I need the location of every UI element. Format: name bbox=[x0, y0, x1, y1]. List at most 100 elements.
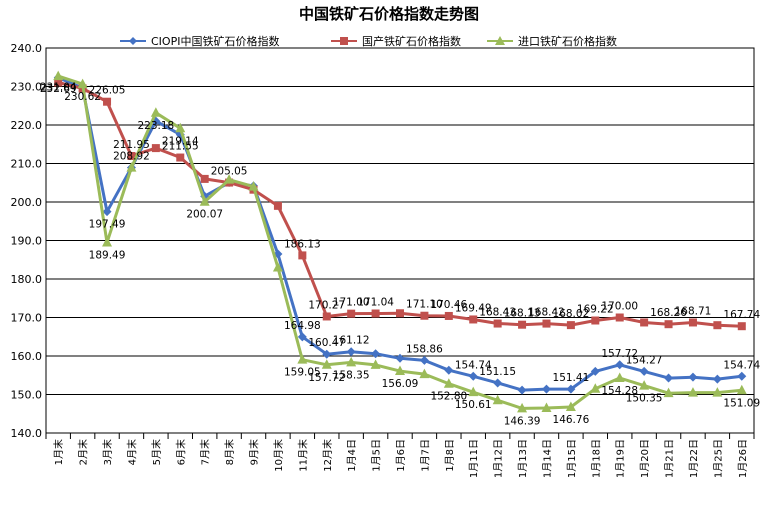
x-tick-label: 12月末 bbox=[321, 439, 334, 472]
data-label: 208.92 bbox=[113, 151, 150, 163]
series-group bbox=[54, 78, 746, 331]
data-label: 154.28 bbox=[601, 385, 638, 397]
data-point bbox=[346, 347, 356, 357]
data-label: 168.42 bbox=[528, 307, 565, 319]
x-tick-label: 1月18日 bbox=[590, 439, 602, 478]
data-point bbox=[443, 378, 454, 388]
data-point bbox=[102, 207, 112, 217]
data-point bbox=[640, 318, 649, 327]
x-tick-label: 1月13日 bbox=[517, 439, 529, 478]
y-tick-label: 230.0 bbox=[11, 81, 43, 94]
x-tick-label: 7月末 bbox=[199, 439, 212, 465]
data-point bbox=[713, 321, 722, 330]
y-tick-label: 160.0 bbox=[11, 350, 43, 363]
data-point bbox=[54, 78, 63, 87]
x-tick-label: 1月末 bbox=[52, 439, 65, 465]
data-point bbox=[444, 311, 453, 320]
data-point bbox=[566, 321, 575, 330]
data-point bbox=[395, 353, 405, 363]
legend-marker bbox=[340, 37, 348, 45]
data-point bbox=[419, 368, 430, 379]
legend: CIOPI中国铁矿石价格指数 国产铁矿石价格指数 进口铁矿石价格指数 bbox=[120, 34, 617, 48]
data-point bbox=[297, 332, 307, 342]
data-point bbox=[176, 153, 185, 162]
data-point bbox=[371, 309, 380, 318]
legend-marker bbox=[495, 36, 505, 45]
y-tick-label: 200.0 bbox=[11, 196, 43, 209]
data-label: 205.05 bbox=[211, 166, 248, 178]
data-point bbox=[200, 174, 209, 183]
data-label: 219.14 bbox=[162, 135, 199, 147]
data-point bbox=[517, 402, 528, 413]
data-label: 170.27 bbox=[308, 299, 345, 311]
data-point bbox=[53, 70, 64, 81]
data-point bbox=[175, 122, 186, 133]
data-point bbox=[346, 356, 357, 367]
y-tick-label: 150.0 bbox=[11, 389, 43, 402]
x-tick-label: 1月6日 bbox=[395, 439, 407, 472]
data-label: 168.71 bbox=[675, 305, 712, 317]
x-tick-label: 1月22日 bbox=[688, 439, 700, 478]
data-point bbox=[639, 366, 649, 376]
x-tick-label: 1月12日 bbox=[493, 439, 505, 478]
data-point bbox=[614, 372, 625, 383]
data-point bbox=[468, 371, 478, 381]
x-tick-label: 3月末 bbox=[101, 439, 114, 465]
data-label: 170.46 bbox=[430, 299, 467, 311]
data-label: 171.04 bbox=[357, 296, 394, 308]
x-tick-label: 1月21日 bbox=[664, 439, 676, 478]
data-label: 169.49 bbox=[455, 302, 492, 314]
data-point bbox=[639, 380, 650, 390]
data-point bbox=[273, 201, 282, 210]
x-tick-label: 1月19日 bbox=[615, 439, 627, 478]
data-label: 168.02 bbox=[553, 308, 590, 320]
data-label: 146.76 bbox=[553, 414, 590, 426]
data-label: 170.00 bbox=[601, 301, 638, 313]
data-label: 160.47 bbox=[308, 337, 345, 349]
legend-item: 进口铁矿石价格指数 bbox=[487, 34, 617, 48]
y-tick-label: 190.0 bbox=[11, 235, 43, 248]
data-point bbox=[736, 384, 747, 395]
data-point bbox=[469, 315, 478, 324]
data-label: 167.74 bbox=[723, 309, 760, 321]
data-label: 158.86 bbox=[406, 343, 443, 355]
data-point bbox=[248, 181, 259, 191]
x-tick-label: 1月26日 bbox=[737, 439, 749, 478]
data-label: 154.74 bbox=[723, 359, 760, 371]
series-lines bbox=[53, 70, 747, 413]
data-point bbox=[420, 311, 429, 320]
x-tick-label: 2月末 bbox=[77, 439, 90, 465]
data-label: 169.22 bbox=[577, 304, 614, 316]
data-point bbox=[151, 144, 160, 153]
data-point bbox=[664, 373, 674, 383]
data-label: 200.07 bbox=[186, 209, 223, 221]
x-tick-label: 5月末 bbox=[150, 439, 163, 465]
data-point bbox=[542, 319, 551, 328]
x-tick-label: 1月14日 bbox=[541, 439, 553, 478]
data-label: 230.62 bbox=[64, 91, 101, 103]
x-tick-label: 1月25日 bbox=[712, 439, 724, 478]
data-label: 226.05 bbox=[89, 85, 126, 97]
data-label: 158.35 bbox=[333, 369, 370, 381]
data-point bbox=[566, 384, 576, 394]
plot-frame bbox=[45, 47, 755, 434]
data-point bbox=[615, 313, 624, 322]
data-label: 159.05 bbox=[284, 367, 321, 379]
x-tick-label: 1月20日 bbox=[639, 439, 651, 478]
x-tick-label: 1月8日 bbox=[444, 439, 456, 472]
y-tick-label: 180.0 bbox=[11, 273, 43, 286]
data-point bbox=[150, 107, 161, 117]
data-label: 186.13 bbox=[284, 238, 321, 250]
x-tick-label: 6月末 bbox=[174, 439, 187, 465]
chart-title: 中国铁矿石价格指数走势图 bbox=[299, 5, 479, 23]
data-point bbox=[396, 309, 404, 318]
data-label: 231.04 bbox=[40, 81, 77, 93]
data-label: 189.49 bbox=[89, 249, 126, 261]
data-label: 154.74 bbox=[455, 359, 492, 371]
x-tick-label: 4月末 bbox=[125, 439, 138, 465]
data-point bbox=[590, 366, 600, 376]
data-label: 150.35 bbox=[626, 393, 663, 405]
legend-label: 国产铁矿石价格指数 bbox=[362, 34, 461, 48]
